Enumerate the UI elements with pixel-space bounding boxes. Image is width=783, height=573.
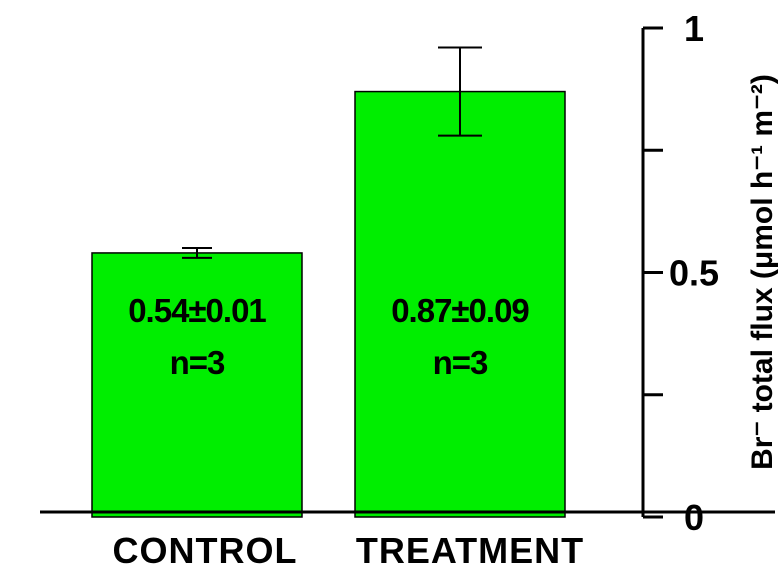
y-tick-label: 0 xyxy=(684,497,704,538)
category-label: CONTROL xyxy=(113,530,298,571)
error-bars xyxy=(182,46,482,259)
bar-n-label: n=3 xyxy=(170,344,225,381)
bar-control xyxy=(91,252,303,518)
category-label: TREATMENT xyxy=(356,530,584,571)
bar-n-label: n=3 xyxy=(433,344,488,381)
y-axis-label: Br⁻ total flux (μmol h⁻¹ m⁻²) xyxy=(746,74,779,470)
bar-treatment xyxy=(354,90,566,518)
bar-value-label: 0.54±0.01 xyxy=(128,292,266,329)
y-tick-label: 0.5 xyxy=(669,253,719,294)
bar-value-label: 0.87±0.09 xyxy=(391,292,529,329)
bar-labels: 0.54±0.01 n=3 0.87±0.09 n=3 xyxy=(128,292,530,381)
bars xyxy=(91,90,566,518)
category-labels: CONTROL TREATMENT xyxy=(113,530,584,571)
y-tick-label: 1 xyxy=(684,8,704,49)
y-ticks: 00.51 xyxy=(643,8,719,538)
